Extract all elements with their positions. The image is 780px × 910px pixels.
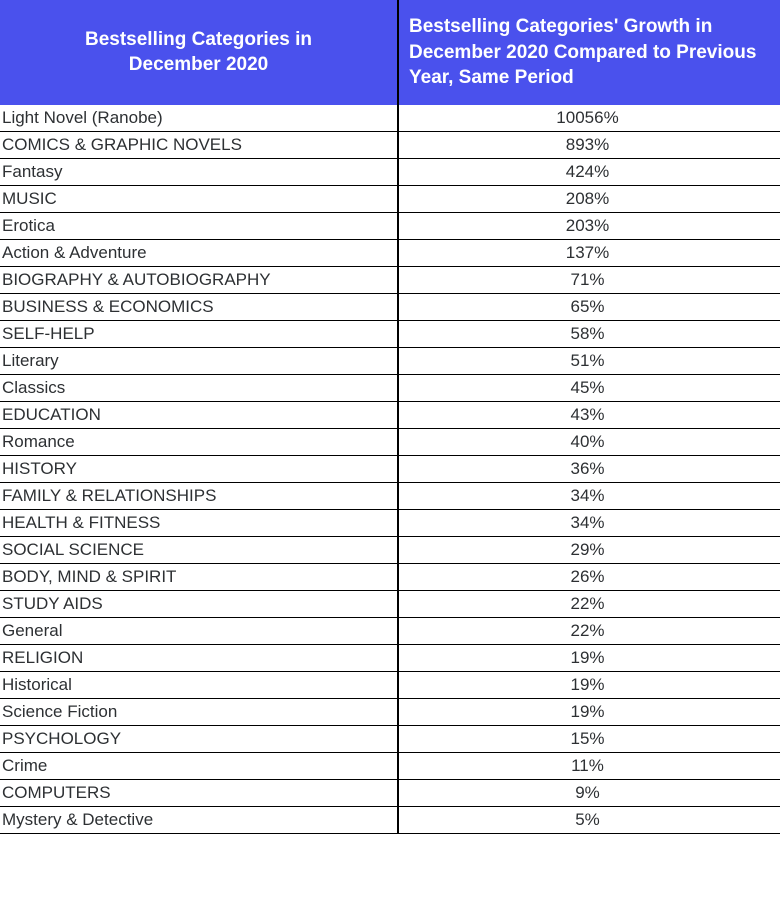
- table-header-row: Bestselling Categories in December 2020 …: [0, 0, 780, 105]
- cell-category: COMICS & GRAPHIC NOVELS: [0, 131, 398, 158]
- cell-growth: 19%: [398, 644, 780, 671]
- cell-category: BIOGRAPHY & AUTOBIOGRAPHY: [0, 266, 398, 293]
- cell-growth: 22%: [398, 590, 780, 617]
- cell-category: General: [0, 617, 398, 644]
- table-row: Fantasy424%: [0, 158, 780, 185]
- table-body: Light Novel (Ranobe)10056%COMICS & GRAPH…: [0, 105, 780, 834]
- cell-category: FAMILY & RELATIONSHIPS: [0, 482, 398, 509]
- cell-category: EDUCATION: [0, 401, 398, 428]
- table-row: COMPUTERS9%: [0, 779, 780, 806]
- cell-growth: 137%: [398, 239, 780, 266]
- table-row: EDUCATION43%: [0, 401, 780, 428]
- table-row: Romance40%: [0, 428, 780, 455]
- cell-growth: 71%: [398, 266, 780, 293]
- table-row: SOCIAL SCIENCE29%: [0, 536, 780, 563]
- table-row: RELIGION19%: [0, 644, 780, 671]
- cell-growth: 26%: [398, 563, 780, 590]
- cell-category: COMPUTERS: [0, 779, 398, 806]
- cell-category: BODY, MIND & SPIRIT: [0, 563, 398, 590]
- header-growth: Bestselling Categories' Growth in Decemb…: [398, 0, 780, 105]
- cell-growth: 19%: [398, 671, 780, 698]
- cell-growth: 203%: [398, 212, 780, 239]
- table-row: FAMILY & RELATIONSHIPS34%: [0, 482, 780, 509]
- table-row: Mystery & Detective5%: [0, 806, 780, 833]
- table-row: Action & Adventure137%: [0, 239, 780, 266]
- cell-category: Science Fiction: [0, 698, 398, 725]
- cell-growth: 29%: [398, 536, 780, 563]
- table-row: Historical19%: [0, 671, 780, 698]
- cell-category: Literary: [0, 347, 398, 374]
- cell-growth: 424%: [398, 158, 780, 185]
- cell-category: SOCIAL SCIENCE: [0, 536, 398, 563]
- cell-growth: 19%: [398, 698, 780, 725]
- table-row: Literary51%: [0, 347, 780, 374]
- growth-table: Bestselling Categories in December 2020 …: [0, 0, 780, 834]
- table-row: HEALTH & FITNESS34%: [0, 509, 780, 536]
- cell-growth: 34%: [398, 509, 780, 536]
- table-row: Science Fiction19%: [0, 698, 780, 725]
- table-row: Light Novel (Ranobe)10056%: [0, 105, 780, 132]
- cell-category: HISTORY: [0, 455, 398, 482]
- table-row: BODY, MIND & SPIRIT26%: [0, 563, 780, 590]
- cell-growth: 34%: [398, 482, 780, 509]
- cell-category: Light Novel (Ranobe): [0, 105, 398, 132]
- cell-category: Action & Adventure: [0, 239, 398, 266]
- cell-growth: 43%: [398, 401, 780, 428]
- cell-category: Fantasy: [0, 158, 398, 185]
- cell-category: BUSINESS & ECONOMICS: [0, 293, 398, 320]
- header-category: Bestselling Categories in December 2020: [0, 0, 398, 105]
- cell-category: Classics: [0, 374, 398, 401]
- cell-growth: 45%: [398, 374, 780, 401]
- cell-growth: 9%: [398, 779, 780, 806]
- cell-growth: 51%: [398, 347, 780, 374]
- table-row: Classics45%: [0, 374, 780, 401]
- cell-category: Mystery & Detective: [0, 806, 398, 833]
- table-row: PSYCHOLOGY15%: [0, 725, 780, 752]
- cell-category: PSYCHOLOGY: [0, 725, 398, 752]
- cell-category: Erotica: [0, 212, 398, 239]
- cell-growth: 65%: [398, 293, 780, 320]
- table-row: Erotica203%: [0, 212, 780, 239]
- table-row: HISTORY36%: [0, 455, 780, 482]
- cell-growth: 10056%: [398, 105, 780, 132]
- cell-growth: 5%: [398, 806, 780, 833]
- cell-growth: 893%: [398, 131, 780, 158]
- cell-growth: 40%: [398, 428, 780, 455]
- table-row: MUSIC208%: [0, 185, 780, 212]
- cell-category: RELIGION: [0, 644, 398, 671]
- cell-category: HEALTH & FITNESS: [0, 509, 398, 536]
- cell-category: Historical: [0, 671, 398, 698]
- table-row: STUDY AIDS22%: [0, 590, 780, 617]
- table-row: BUSINESS & ECONOMICS65%: [0, 293, 780, 320]
- cell-growth: 22%: [398, 617, 780, 644]
- cell-category: SELF-HELP: [0, 320, 398, 347]
- cell-growth: 208%: [398, 185, 780, 212]
- cell-growth: 11%: [398, 752, 780, 779]
- cell-growth: 58%: [398, 320, 780, 347]
- cell-growth: 15%: [398, 725, 780, 752]
- table-row: General22%: [0, 617, 780, 644]
- table-row: COMICS & GRAPHIC NOVELS893%: [0, 131, 780, 158]
- table-row: BIOGRAPHY & AUTOBIOGRAPHY71%: [0, 266, 780, 293]
- cell-growth: 36%: [398, 455, 780, 482]
- table-row: SELF-HELP58%: [0, 320, 780, 347]
- cell-category: Romance: [0, 428, 398, 455]
- cell-category: STUDY AIDS: [0, 590, 398, 617]
- cell-category: MUSIC: [0, 185, 398, 212]
- cell-category: Crime: [0, 752, 398, 779]
- table-row: Crime11%: [0, 752, 780, 779]
